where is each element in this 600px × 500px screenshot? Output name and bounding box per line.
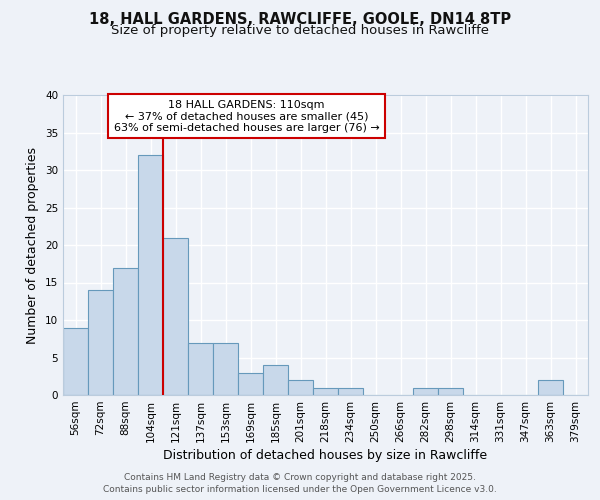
- Bar: [288, 380, 313, 395]
- Bar: [213, 342, 238, 395]
- Bar: [413, 388, 438, 395]
- Bar: [238, 372, 263, 395]
- Bar: [113, 268, 138, 395]
- Text: Contains public sector information licensed under the Open Government Licence v3: Contains public sector information licen…: [103, 485, 497, 494]
- Bar: [138, 155, 163, 395]
- Y-axis label: Number of detached properties: Number of detached properties: [26, 146, 40, 344]
- Bar: [63, 328, 88, 395]
- Bar: [338, 388, 363, 395]
- Bar: [163, 238, 188, 395]
- X-axis label: Distribution of detached houses by size in Rawcliffe: Distribution of detached houses by size …: [163, 449, 488, 462]
- Text: 18 HALL GARDENS: 110sqm
← 37% of detached houses are smaller (45)
63% of semi-de: 18 HALL GARDENS: 110sqm ← 37% of detache…: [114, 100, 380, 132]
- Text: 18, HALL GARDENS, RAWCLIFFE, GOOLE, DN14 8TP: 18, HALL GARDENS, RAWCLIFFE, GOOLE, DN14…: [89, 12, 511, 28]
- Bar: [313, 388, 338, 395]
- Bar: [538, 380, 563, 395]
- Text: Size of property relative to detached houses in Rawcliffe: Size of property relative to detached ho…: [111, 24, 489, 37]
- Bar: [263, 365, 288, 395]
- Bar: [438, 388, 463, 395]
- Bar: [188, 342, 213, 395]
- Bar: [88, 290, 113, 395]
- Text: Contains HM Land Registry data © Crown copyright and database right 2025.: Contains HM Land Registry data © Crown c…: [124, 472, 476, 482]
